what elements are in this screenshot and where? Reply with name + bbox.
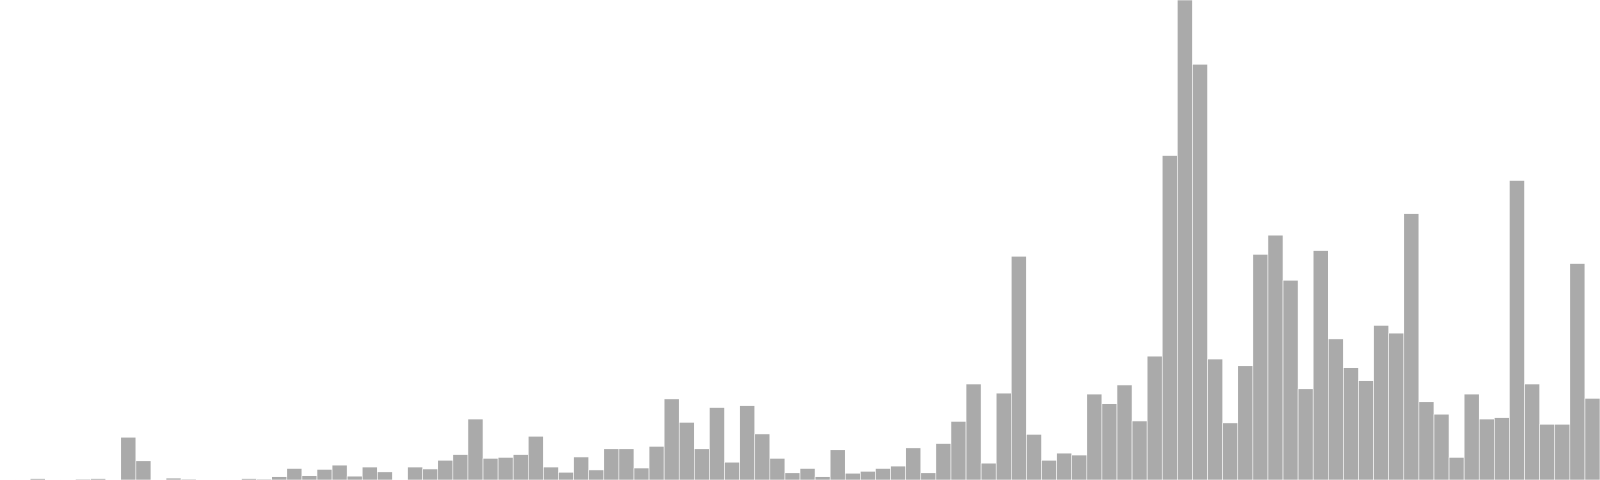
bar — [844, 472, 861, 480]
bar — [739, 405, 756, 480]
bar — [1509, 180, 1525, 480]
bar — [1433, 413, 1450, 480]
bar — [301, 475, 318, 480]
bar — [694, 448, 710, 480]
bar — [1358, 380, 1374, 480]
bar — [1192, 64, 1208, 480]
bar — [980, 462, 997, 480]
bar — [286, 468, 303, 480]
bar — [1328, 338, 1344, 480]
bar — [1418, 401, 1435, 480]
bar — [769, 458, 786, 480]
bar — [724, 461, 740, 480]
bar — [709, 407, 725, 480]
bar — [558, 472, 574, 480]
bar — [1177, 0, 1193, 480]
bar — [1539, 424, 1556, 480]
bar — [860, 471, 876, 480]
bar — [467, 418, 484, 480]
bar — [633, 467, 650, 480]
bar — [1312, 250, 1329, 480]
bar — [346, 475, 363, 480]
bar — [1086, 393, 1103, 480]
bar — [1403, 213, 1420, 480]
bar — [754, 433, 771, 480]
bar — [965, 383, 982, 480]
bar — [543, 466, 559, 480]
bar — [663, 398, 680, 480]
bar — [1056, 452, 1072, 480]
bar — [588, 469, 605, 480]
bar — [331, 464, 348, 480]
bar — [648, 446, 665, 480]
bar — [799, 468, 816, 480]
bar — [1267, 234, 1284, 480]
bar — [1478, 418, 1495, 480]
bar — [1388, 332, 1405, 480]
bar — [120, 436, 137, 480]
bar — [1071, 454, 1088, 480]
bar — [497, 457, 514, 480]
bar — [1026, 434, 1042, 480]
bar — [1569, 263, 1586, 480]
bar — [437, 460, 454, 480]
bar — [995, 392, 1012, 480]
bar — [935, 443, 952, 480]
bar — [407, 466, 423, 480]
bar — [377, 471, 393, 480]
bar — [1584, 398, 1600, 480]
bar — [618, 448, 635, 480]
bar — [1448, 457, 1465, 480]
bar — [950, 421, 967, 480]
bar — [905, 447, 922, 480]
bar — [361, 466, 378, 480]
bar — [814, 476, 831, 480]
bar — [1524, 383, 1540, 480]
bar — [482, 458, 499, 480]
bar — [920, 472, 937, 480]
bar — [1116, 384, 1133, 480]
bar — [890, 465, 906, 480]
bar — [527, 436, 544, 480]
bar — [135, 460, 152, 480]
bar — [1222, 422, 1239, 480]
bar — [1101, 403, 1118, 480]
bar — [271, 476, 288, 480]
bar — [1343, 367, 1359, 480]
bar — [1146, 355, 1163, 480]
bar — [1373, 325, 1389, 480]
bar — [1282, 280, 1299, 480]
bar — [512, 454, 529, 480]
bar — [1011, 256, 1027, 480]
bar — [1041, 460, 1057, 480]
bar — [1297, 388, 1314, 480]
bar — [1237, 365, 1254, 480]
bar — [1252, 254, 1269, 480]
bar — [316, 469, 333, 480]
bar — [1463, 393, 1480, 480]
bar — [829, 449, 846, 480]
bar — [875, 468, 891, 480]
bar — [1161, 155, 1178, 480]
bar — [573, 456, 589, 480]
bar — [1494, 417, 1510, 480]
bar — [603, 448, 620, 480]
bar — [1207, 358, 1223, 480]
bar — [452, 454, 469, 480]
bar — [1131, 420, 1148, 480]
bar — [784, 472, 801, 480]
bar — [678, 422, 695, 480]
bar — [1554, 424, 1571, 480]
bar — [422, 468, 439, 480]
